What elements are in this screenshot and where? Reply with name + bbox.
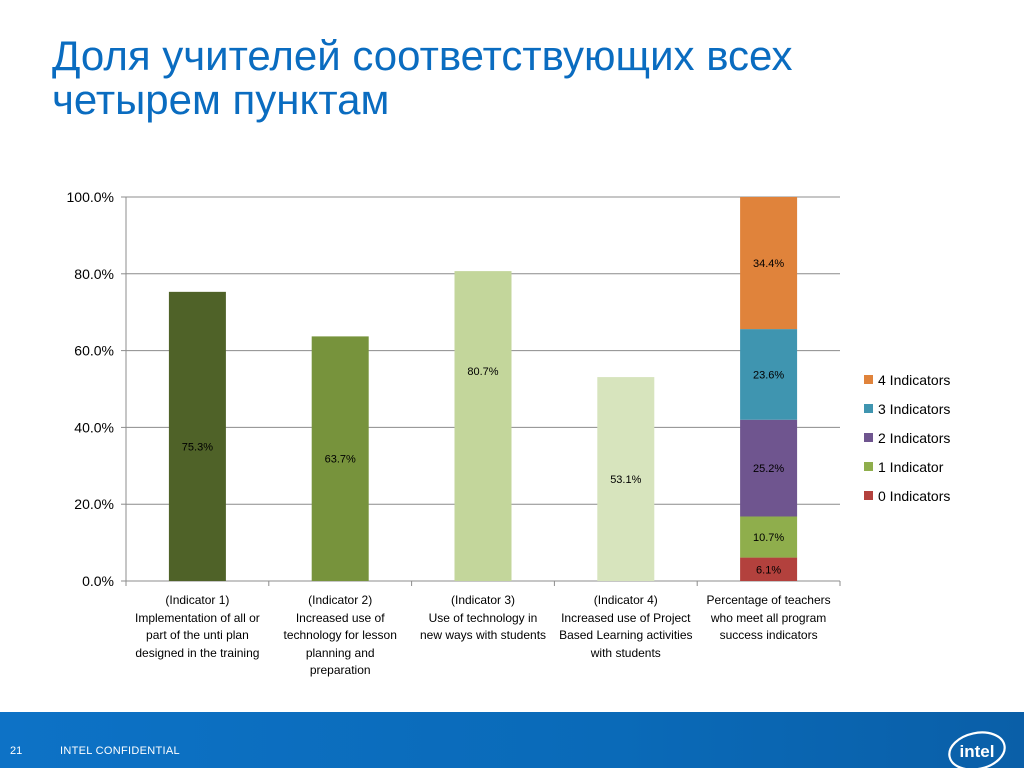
data-label: 63.7% [325, 454, 356, 466]
y-tick-label: 80.0% [74, 266, 114, 282]
legend-swatch [864, 375, 873, 384]
x-tick-label-line: Use of technology in [428, 610, 538, 625]
data-label: 23.6% [753, 369, 784, 381]
x-tick-label-line: who meet all program [710, 610, 827, 625]
x-tick-label-line: Based Learning activities [559, 628, 693, 642]
stacked-segment [740, 197, 798, 330]
x-tick-label-line: success indicators [719, 628, 818, 642]
x-tick-label-line: (Indicator 2) [308, 593, 373, 607]
x-tick-label-line: preparation [309, 663, 371, 677]
title-line-1: Доля учителей соответствующих всех [52, 32, 793, 79]
y-tick-label: 40.0% [74, 419, 114, 435]
x-tick-label: (Indicator 4) Increased use of Project Bas… [556, 592, 696, 662]
chart-legend: 4 Indicators 3 Indicators 2 Indicators 1 In… [864, 365, 950, 510]
data-label: 34.4% [753, 258, 784, 270]
x-tick-label-line: Percentage of teachers [706, 593, 831, 607]
legend-item: 4 Indicators [864, 365, 950, 394]
legend-label: 3 Indicators [878, 400, 951, 417]
x-tick-label-line: technology for lesson [283, 628, 397, 642]
bar [597, 377, 655, 581]
legend-label: 2 Indicators [878, 429, 951, 446]
legend-item: 0 Indicators [864, 481, 950, 510]
bar-chart: 0.0% 20.0% 40.0% 60.0% 80.0% 100.0% 75.3% 63.7%… [67, 189, 841, 589]
x-tick-label-line: Implementation of all or [135, 610, 260, 625]
stacked-segment [740, 557, 798, 581]
legend-item: 3 Indicators [864, 394, 950, 423]
page-title: Доля учителей соответствующих всех четыр… [52, 34, 952, 122]
intel-logo-icon: intel [948, 731, 1006, 771]
confidential-label: INTEL CONFIDENTIAL [60, 745, 180, 757]
x-tick-label: (Indicator 3) Use of technology in new way… [413, 592, 553, 645]
x-tick-label-line: Increased use of [295, 610, 385, 625]
bar [454, 271, 512, 581]
x-tick-label-line: (Indicator 4) [593, 593, 658, 607]
x-tick-label-line: with students [590, 645, 661, 660]
data-label: 25.2% [753, 463, 784, 475]
x-tick-label: (Indicator 1) Implementation of all or par… [127, 592, 267, 662]
data-label: 10.7% [753, 532, 784, 544]
stacked-segment [740, 329, 798, 420]
legend-swatch [864, 462, 873, 471]
bar [168, 291, 226, 581]
footer-bar: 21 INTEL CONFIDENTIAL intel [0, 712, 1024, 771]
legend-label: 0 Indicators [878, 487, 951, 504]
page-number: 21 [10, 745, 23, 757]
legend-item: 2 Indicators [864, 423, 950, 452]
y-tick-label: 60.0% [74, 343, 114, 359]
svg-text:intel: intel [960, 742, 995, 761]
x-tick-label-line: (Indicator 3) [450, 593, 516, 607]
x-tick-label: (Indicator 2) Increased use of technology … [270, 592, 410, 680]
legend-label: 1 Indicator [878, 458, 944, 475]
x-tick-label-line: Increased use of Project [561, 610, 691, 625]
x-tick-label-line: new ways with students [419, 628, 547, 642]
x-tick-label-line: (Indicator 1) [165, 593, 230, 607]
data-label: 53.1% [610, 474, 641, 486]
data-label: 80.7% [467, 366, 498, 378]
y-tick-label: 20.0% [74, 496, 114, 512]
bar [311, 336, 369, 581]
stacked-segment [740, 516, 798, 558]
data-label: 6.1% [756, 564, 781, 576]
legend-swatch [864, 491, 873, 500]
y-tick-label: 100.0% [67, 189, 114, 205]
data-label: 75.3% [182, 441, 213, 453]
x-tick-label-line: planning and [305, 645, 375, 660]
y-tick-label: 0.0% [82, 573, 114, 589]
stacked-segment [740, 419, 798, 517]
x-tick-label-line: part of the unti plan [146, 628, 249, 642]
title-line-2: четырем пунктам [52, 76, 390, 123]
x-tick-label-line: designed in the training [135, 645, 260, 660]
legend-swatch [864, 433, 873, 442]
x-tick-label: Percentage of teachers who meet all progr… [699, 592, 839, 645]
legend-swatch [864, 404, 873, 413]
legend-label: 4 Indicators [878, 371, 951, 388]
legend-item: 1 Indicator [864, 452, 950, 481]
